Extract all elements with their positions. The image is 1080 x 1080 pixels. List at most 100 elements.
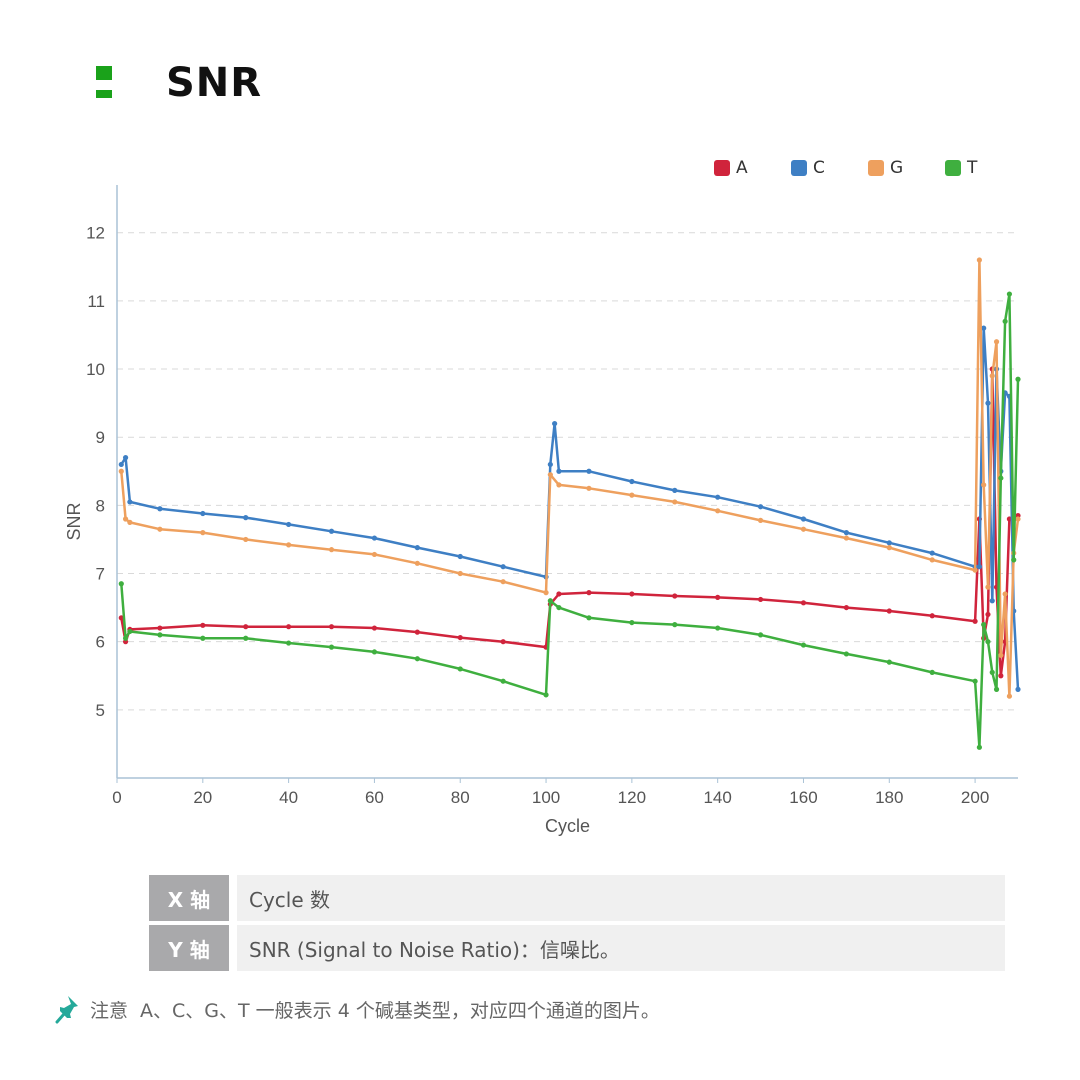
data-point-t	[629, 619, 635, 626]
data-point-t	[122, 635, 129, 641]
legend-item-g[interactable]: G	[868, 158, 945, 178]
x-tick-label: 120	[618, 788, 646, 807]
y-axis-key: Y 轴	[149, 925, 229, 971]
data-point-t	[985, 639, 991, 645]
data-point-t	[1006, 291, 1013, 297]
data-point-c	[976, 564, 982, 570]
data-point-a	[157, 625, 163, 631]
data-point-g	[243, 536, 249, 543]
data-point-t	[843, 651, 849, 657]
data-point-t	[886, 659, 892, 665]
data-point-c	[286, 521, 292, 528]
data-point-t	[998, 475, 1004, 481]
data-point-t	[757, 632, 764, 638]
data-point-t	[286, 640, 292, 646]
data-point-a	[457, 634, 463, 641]
data-point-a	[629, 591, 635, 597]
data-point-g	[286, 542, 292, 548]
legend-label-a: A	[736, 158, 748, 178]
data-point-c	[629, 478, 635, 485]
data-point-a	[998, 673, 1004, 679]
data-point-a	[972, 618, 978, 624]
y-tick-label: 6	[96, 633, 105, 652]
data-point-t	[547, 598, 553, 604]
data-point-a	[715, 594, 721, 600]
data-point-t	[500, 678, 506, 684]
data-point-a	[800, 600, 807, 606]
data-point-t	[993, 686, 1000, 692]
x-axis-title: Cycle	[545, 816, 590, 836]
data-point-a	[286, 624, 292, 630]
data-point-a	[843, 604, 849, 611]
pin-icon	[55, 996, 78, 1024]
data-point-g	[200, 530, 206, 536]
data-point-a	[757, 596, 764, 603]
x-tick-label: 20	[193, 788, 212, 807]
legend-swatch-a	[714, 160, 730, 176]
note-label: 注意	[90, 999, 129, 1022]
data-point-c	[715, 494, 721, 500]
data-point-g	[1006, 693, 1013, 699]
data-point-c	[122, 455, 129, 461]
data-point-c	[414, 545, 420, 551]
data-point-c	[843, 530, 849, 536]
y-tick-label: 8	[96, 496, 105, 515]
data-point-c	[586, 468, 592, 474]
y-tick-label: 9	[96, 428, 105, 447]
data-point-a	[500, 639, 506, 645]
data-point-c	[328, 528, 335, 534]
legend-item-a[interactable]: A	[714, 158, 791, 178]
y-tick-label: 12	[86, 224, 105, 243]
note: 注意 A、C、G、T 一般表示 4 个碱基类型，对应四个通道的图片。	[54, 994, 660, 1024]
series-line-g	[120, 258, 1020, 698]
data-point-a	[586, 590, 592, 596]
data-point-t	[989, 669, 995, 675]
legend-item-t[interactable]: T	[945, 158, 1022, 178]
data-point-g	[972, 567, 978, 573]
legend-swatch-c	[791, 160, 807, 176]
data-point-c	[985, 400, 991, 406]
x-axis-key: X 轴	[149, 875, 229, 921]
chart-legend: A C G T	[714, 158, 1022, 178]
data-point-g	[586, 485, 592, 491]
x-tick-label: 160	[789, 788, 817, 807]
data-point-g	[543, 590, 549, 596]
data-point-t	[328, 644, 335, 650]
data-point-g	[500, 579, 506, 585]
data-point-c	[556, 468, 562, 474]
data-point-a	[929, 613, 935, 619]
axis-info-row-y: Y 轴 SNR (Signal to Noise Ratio)：信噪比。	[149, 925, 1005, 971]
data-point-g	[122, 516, 129, 522]
data-point-a	[243, 624, 249, 630]
y-tick-label: 5	[96, 701, 105, 720]
data-point-g	[929, 557, 935, 563]
x-tick-label: 40	[279, 788, 298, 807]
data-point-c	[547, 461, 553, 468]
data-point-a	[985, 611, 991, 618]
data-point-t	[1011, 557, 1017, 563]
legend-label-g: G	[890, 158, 904, 178]
data-point-g	[976, 257, 982, 263]
x-tick-label: 180	[875, 788, 903, 807]
data-point-c	[800, 516, 807, 522]
x-tick-label: 80	[451, 788, 470, 807]
data-point-t	[1002, 318, 1008, 324]
data-point-c	[672, 487, 678, 493]
legend-item-c[interactable]: C	[791, 158, 868, 178]
data-point-g	[800, 526, 807, 532]
legend-swatch-g	[868, 160, 884, 176]
data-point-g	[715, 508, 721, 514]
data-point-t	[715, 625, 721, 631]
legend-label-t: T	[967, 158, 978, 178]
x-axis-description: Cycle 数	[237, 875, 1005, 921]
data-point-g	[328, 547, 335, 553]
data-point-t	[929, 669, 935, 675]
data-point-a	[556, 591, 562, 597]
data-point-t	[556, 604, 562, 611]
x-tick-label: 140	[703, 788, 731, 807]
data-point-t	[972, 678, 978, 684]
data-point-c	[500, 564, 506, 570]
data-point-a	[118, 615, 124, 621]
data-point-t	[1015, 376, 1021, 382]
x-tick-label: 200	[961, 788, 989, 807]
